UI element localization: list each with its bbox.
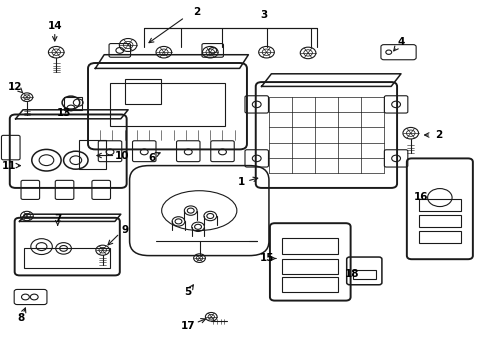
Text: 13: 13 [56, 108, 71, 118]
Text: 14: 14 [47, 21, 62, 31]
Text: 7: 7 [54, 214, 61, 224]
Text: 16: 16 [413, 192, 428, 202]
Text: 15: 15 [259, 253, 274, 264]
Bar [418, 215, 460, 227]
Bar [282, 277, 338, 292]
Text: 8: 8 [17, 312, 24, 323]
Text: 2: 2 [193, 7, 200, 17]
Bar [110, 83, 224, 126]
Bar [418, 199, 460, 211]
Text: 5: 5 [184, 287, 191, 297]
Bar [124, 79, 161, 104]
Bar [63, 97, 82, 110]
Bar [24, 248, 110, 268]
Text: 2: 2 [435, 130, 442, 140]
Text: 17: 17 [181, 321, 195, 331]
Text: 11: 11 [1, 161, 16, 171]
Text: 4: 4 [396, 37, 404, 48]
Text: 10: 10 [115, 150, 129, 161]
Bar [79, 140, 106, 169]
Bar [352, 270, 375, 279]
Bar [282, 259, 338, 274]
Text: 12: 12 [7, 82, 22, 92]
Text: 6: 6 [148, 153, 155, 163]
Text: 18: 18 [344, 269, 359, 279]
Text: 3: 3 [260, 10, 267, 20]
Bar [282, 238, 338, 254]
Text: 1: 1 [237, 177, 244, 187]
Text: 9: 9 [121, 225, 128, 235]
Bar [418, 231, 460, 243]
